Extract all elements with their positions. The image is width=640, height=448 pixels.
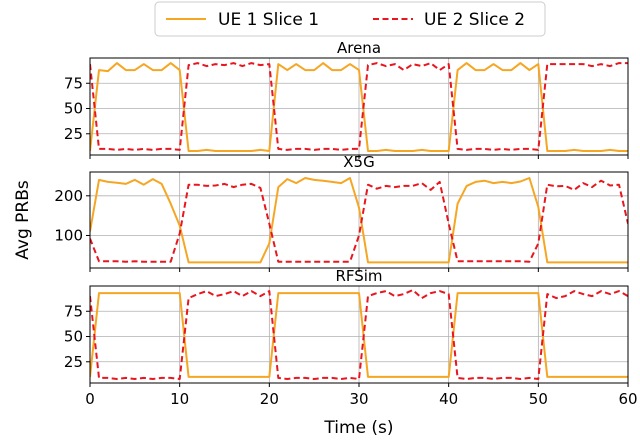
series-line-ue-1-slice-1 [90, 177, 628, 264]
legend: UE 1 Slice 1 UE 2 Slice 2 [154, 1, 546, 37]
panel-arena: Arena 25 50 75 [64, 39, 629, 159]
panel-title: X5G [343, 153, 374, 171]
x-tick-label: 50 [529, 390, 548, 408]
panel-title: RFSim [335, 267, 382, 285]
x-axis-label: Time (s) [323, 418, 393, 438]
y-tick-label: 100 [54, 226, 83, 244]
x-tick-label: 10 [170, 390, 189, 408]
series-line-ue-2-slice-2 [90, 179, 628, 263]
x-tick-label: 40 [439, 390, 458, 408]
y-tick-label: 50 [64, 100, 83, 118]
x-tick-label: 60 [618, 390, 637, 408]
x-tick-label: 20 [260, 390, 279, 408]
panel-title: Arena [337, 39, 381, 57]
y-tick-label: 25 [64, 353, 83, 371]
y-tick-label: 75 [64, 74, 83, 92]
y-tick-label: 200 [54, 187, 83, 205]
legend-label-ue-1-slice-1: UE 1 Slice 1 [218, 10, 319, 30]
x-tick-label: 30 [349, 390, 368, 408]
x-tick-label: 0 [85, 390, 95, 408]
y-axis-label: Avg PRBs [13, 180, 33, 260]
panel-rfsim: RFSim 25 50 75 0 10 20 30 40 50 60 [64, 267, 638, 408]
legend-label-ue-2-slice-2: UE 2 Slice 2 [424, 10, 525, 30]
y-tick-label: 75 [64, 302, 83, 320]
legend-box [154, 1, 546, 37]
y-tick-label: 50 [64, 328, 83, 346]
series-line-ue-2-slice-2 [90, 289, 628, 380]
panel-x5g: X5G 100 200 [54, 153, 629, 272]
series-line-ue-2-slice-2 [90, 62, 628, 151]
y-tick-label: 25 [64, 125, 83, 143]
series-line-ue-1-slice-1 [90, 292, 628, 378]
series-line-ue-1-slice-1 [90, 62, 628, 152]
